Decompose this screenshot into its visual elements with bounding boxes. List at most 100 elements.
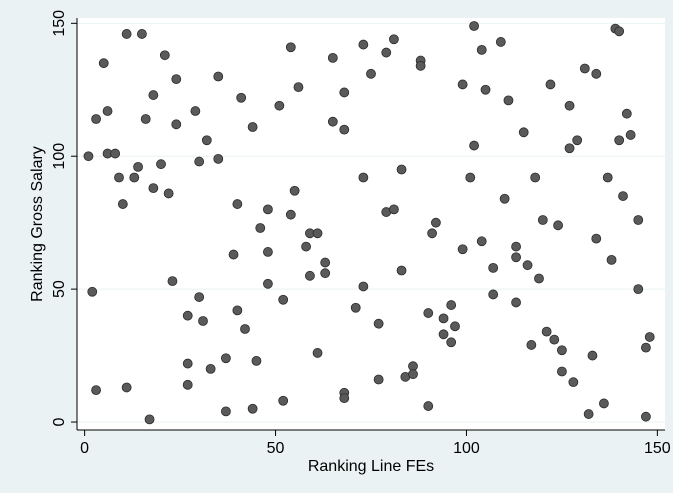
data-point (182, 358, 193, 369)
data-point (564, 143, 575, 154)
y-tick-label: 0 (51, 417, 68, 426)
y-tick-label: 100 (51, 143, 68, 170)
data-point (423, 401, 434, 411)
data-point (446, 337, 457, 348)
data-point (373, 374, 384, 385)
data-point (522, 260, 533, 271)
data-point (568, 377, 579, 388)
data-point (606, 254, 617, 265)
y-axis-title: Ranking Gross Salary (29, 146, 46, 302)
data-point (557, 345, 567, 356)
data-point (545, 79, 556, 90)
data-point (366, 68, 376, 79)
data-point (247, 122, 258, 132)
data-point (240, 324, 250, 334)
data-point (614, 26, 625, 37)
data-point (247, 403, 258, 414)
data-point (358, 281, 369, 292)
data-point (621, 108, 632, 119)
data-point (438, 313, 449, 324)
data-point (190, 106, 201, 116)
data-point (339, 87, 350, 98)
data-point (591, 233, 602, 244)
data-point (171, 74, 182, 85)
data-point (144, 414, 155, 425)
data-point (327, 52, 338, 63)
data-point (91, 114, 101, 124)
data-point (114, 172, 124, 183)
data-point (530, 172, 541, 183)
axes: 0 50 100 150 0 50 100 150 (51, 10, 671, 457)
data-point (232, 199, 243, 209)
data-point (339, 393, 350, 404)
data-point (289, 185, 300, 196)
data-point (278, 395, 289, 406)
data-point (91, 385, 101, 396)
data-point (602, 172, 613, 183)
data-point (137, 29, 147, 39)
data-point (641, 342, 651, 353)
data-points (83, 21, 655, 425)
data-point (423, 308, 434, 318)
y-tick-label: 50 (51, 280, 68, 298)
data-point (228, 249, 239, 260)
data-point (312, 228, 323, 239)
data-point (129, 172, 140, 183)
x-tick-label: 0 (80, 440, 89, 457)
data-point (358, 172, 369, 183)
data-point (549, 334, 560, 345)
data-point (469, 21, 479, 31)
data-point (102, 106, 113, 116)
data-point (495, 37, 506, 47)
x-axis-title: Ranking Line FEs (308, 458, 434, 475)
data-point (194, 156, 205, 167)
data-point (591, 68, 602, 79)
data-point (511, 241, 521, 252)
data-point (389, 204, 399, 215)
data-point (182, 310, 193, 321)
data-point (320, 268, 331, 279)
data-point (205, 363, 216, 374)
data-point (408, 369, 418, 380)
y-tick-label: 150 (51, 10, 68, 37)
data-point (201, 135, 212, 146)
data-point (557, 366, 567, 377)
data-point (503, 95, 514, 106)
data-point (98, 58, 109, 69)
data-point (148, 90, 159, 100)
data-point (450, 321, 460, 332)
x-tick-label: 150 (644, 440, 671, 457)
data-point (534, 273, 544, 284)
data-point (213, 71, 224, 82)
data-point (274, 100, 285, 111)
data-point (526, 340, 537, 350)
data-point (236, 92, 247, 103)
data-point (553, 220, 563, 231)
data-point (305, 270, 315, 281)
data-point (339, 124, 350, 135)
data-point (121, 29, 132, 39)
data-point (320, 257, 331, 268)
data-point (564, 100, 575, 111)
data-point (156, 159, 166, 170)
data-point (625, 130, 636, 140)
data-point (633, 284, 644, 295)
data-point (476, 236, 487, 247)
data-point (476, 44, 487, 55)
data-point (255, 223, 266, 233)
data-point (159, 50, 170, 61)
plot-area (77, 18, 665, 430)
data-point (641, 411, 651, 422)
data-point (221, 353, 231, 364)
data-point (263, 204, 273, 215)
data-point (301, 241, 311, 252)
data-point (381, 47, 392, 58)
x-tick-label: 50 (267, 440, 285, 457)
x-tick-label: 100 (453, 440, 480, 457)
data-point (163, 188, 174, 199)
data-point (396, 265, 407, 276)
data-point (140, 114, 151, 124)
data-point (389, 34, 399, 45)
data-point (198, 316, 208, 326)
